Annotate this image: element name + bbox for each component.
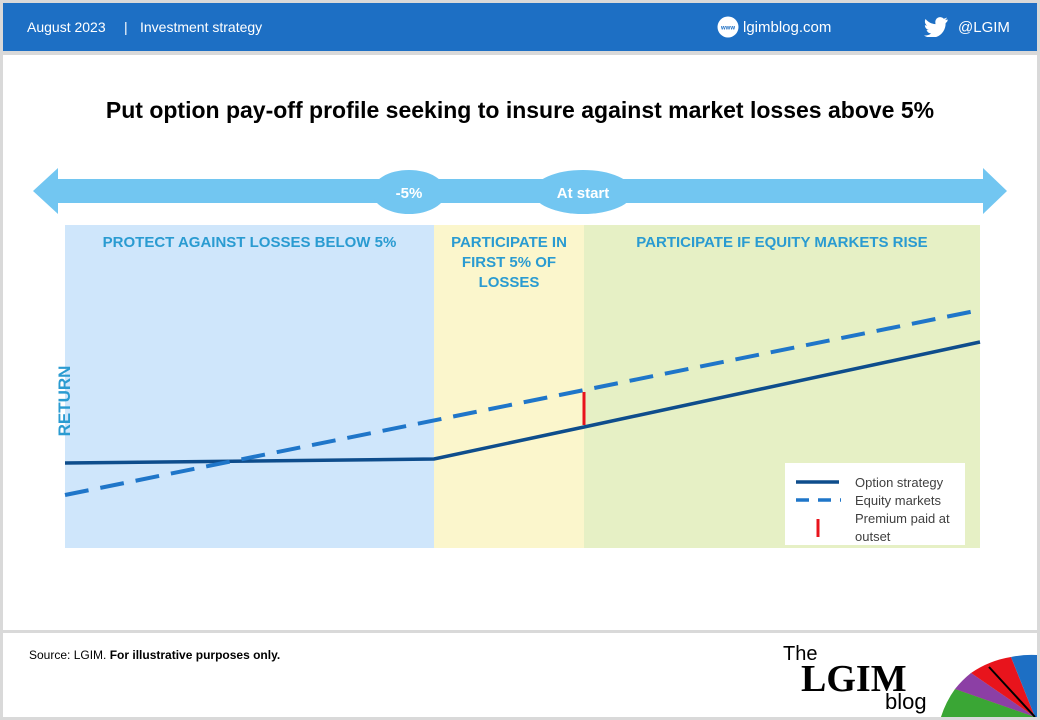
equity-markets-line xyxy=(64,308,981,497)
marker-minus5: -5% xyxy=(396,185,423,202)
zone-label-line: LOSSES xyxy=(478,274,540,291)
logo-lgim: LGIM xyxy=(801,658,907,700)
payoff-diagram: -5% At start Option strategy Equity mark… xyxy=(33,168,1007,548)
globe-www-icon[interactable]: www xyxy=(717,16,739,38)
logo-blog: blog xyxy=(885,689,927,714)
header-bar: August 2023 | Investment strategy www lg… xyxy=(3,3,1037,51)
axis-arrow xyxy=(33,168,1007,214)
zone-protect xyxy=(65,225,434,548)
slide-frame: August 2023 | Investment strategy www lg… xyxy=(3,3,1037,717)
zone-label-participate-rise: PARTICIPATE IF EQUITY MARKETS RISE xyxy=(636,234,928,251)
zone-participate-losses xyxy=(434,225,584,548)
marker-ellipse-minus5 xyxy=(372,170,446,214)
site-link[interactable]: lgimblog.com xyxy=(743,19,832,36)
legend-equity-label: Equity markets xyxy=(855,493,941,508)
footer-divider xyxy=(3,630,1037,633)
zone-label-participate-losses: PARTICIPATE IN FIRST 5% OF LOSSES xyxy=(434,233,584,293)
twitter-bird-icon[interactable] xyxy=(924,17,948,37)
page-title: Put option pay-off profile seeking to in… xyxy=(105,97,935,123)
source-disclaimer: For illustrative purposes only. xyxy=(109,648,281,662)
zone-label-line: PARTICIPATE IN xyxy=(451,234,567,251)
site-icon-text: www xyxy=(720,26,735,32)
logo-the: The xyxy=(783,643,818,665)
zone-label-protect: PROTECT AGAINST LOSSES BELOW 5% xyxy=(102,234,397,251)
legend-box xyxy=(785,463,965,545)
marker-at-start: At start xyxy=(557,185,610,202)
header-date: August 2023 xyxy=(27,19,106,35)
twitter-handle[interactable]: @LGIM xyxy=(958,19,1010,36)
header-divider xyxy=(3,51,1037,55)
umbrella-logo-icon xyxy=(941,654,1037,717)
source-note: Source: LGIM. For illustrative purposes … xyxy=(29,648,280,662)
legend-premium-label-2: outset xyxy=(855,529,891,544)
legend-option-label: Option strategy xyxy=(855,475,944,490)
header-separator: | xyxy=(124,19,128,35)
header-category: Investment strategy xyxy=(140,19,263,35)
y-axis-label: RETURN xyxy=(55,365,74,437)
legend-premium-label-1: Premium paid at xyxy=(855,511,950,526)
marker-ellipse-start xyxy=(533,170,633,214)
option-strategy-line xyxy=(64,340,981,465)
zone-label-line: FIRST 5% OF xyxy=(461,254,557,271)
source-prefix: Source: LGIM. xyxy=(29,648,107,662)
